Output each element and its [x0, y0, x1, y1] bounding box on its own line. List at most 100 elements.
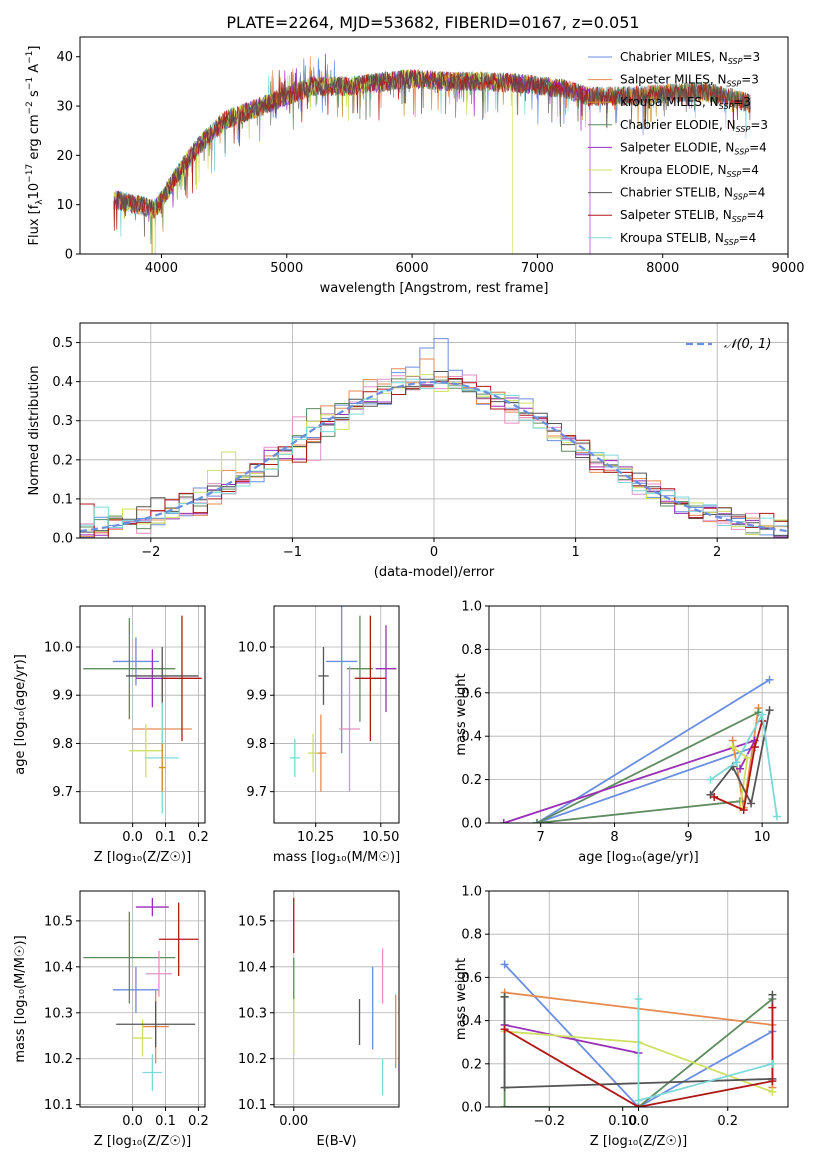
error-point [135, 897, 169, 917]
series-marker [768, 1087, 777, 1096]
y-tick-label: 9.7 [246, 785, 267, 800]
y-tick-label: 10.2 [44, 1052, 73, 1067]
x-tick-label: 10.25 [297, 830, 334, 845]
y-tick-label: 10.5 [238, 914, 267, 929]
y-tick-label: 9.9 [246, 689, 267, 704]
error-point [318, 646, 329, 705]
plot-area [80, 891, 205, 1107]
axes-frame [273, 890, 400, 1108]
x-tick-label: 4000 [145, 261, 178, 276]
y-axis-label: age [log₁₀(age/yr)] [13, 654, 28, 775]
x-tick-label: 0.0 [122, 830, 143, 845]
error-point [354, 615, 386, 742]
error-point [339, 666, 360, 792]
error-point [307, 733, 319, 773]
x-tick-label: 8000 [646, 261, 679, 276]
x-tick-label: 0.10 [608, 1114, 637, 1129]
plot-area [80, 323, 788, 538]
axes-frame [488, 605, 789, 824]
series-marker [768, 990, 777, 999]
chart-spectrum: 4000 5000 6000 7000 8000 9000 0 10 20 30 40 wavelen… [25, 36, 805, 296]
legend-entry: Salpeter ELODIE, NSSP=4 [620, 140, 767, 156]
y-tick-label: 20 [56, 149, 73, 164]
legend-entry: Kroupa STELIB, NSSP=4 [620, 231, 756, 247]
error-point [162, 615, 202, 742]
series-marker [706, 775, 715, 784]
chart-mass_vs_Z: 0.0 0.1 0.2 10.1 10.2 10.3 10.4 10.5 Z [log₁₀(Z/… [13, 890, 209, 1149]
legend-entry: Kroupa ELODIE, NSSP=4 [620, 163, 759, 179]
plot-area [274, 606, 399, 823]
x-axis-label: mass [log₁₀(M/M☉)] [273, 850, 400, 865]
y-tick-label: 9.7 [52, 785, 73, 800]
x-tick-label: 9 [684, 830, 692, 845]
x-axis-label: Z [log₁₀(Z/Z☉)] [590, 1134, 687, 1149]
series-marker [500, 1025, 509, 1034]
y-tick-label: 0.8 [461, 643, 482, 658]
plot-area [489, 606, 788, 823]
x-tick-label: 0.0 [628, 1114, 649, 1129]
error-point [158, 902, 199, 977]
y-axis-label: Flux [fλ10−17 erg cm−2 s−1 A−1] [25, 46, 45, 246]
legend-entry: Chabrier STELIB, NSSP=4 [620, 186, 765, 202]
error-point [116, 1001, 196, 1048]
legend-entry: Salpeter MILES, NSSP=3 [620, 73, 759, 89]
figure-title: PLATE=2264, MJD=53682, FIBERID=0167, z=0… [226, 13, 639, 32]
plot-area [489, 891, 788, 1107]
chart-mass_weight_vs_Z: −0.2 0.0 0.2 0.0 0.2 0.4 0.6 0.8 1.0 Z [log₁₀(Z/Z… [454, 885, 789, 1149]
series-marker [768, 1003, 777, 1012]
series-line [713, 720, 764, 812]
y-tick-label: 0.5 [52, 336, 73, 351]
error-point [346, 615, 373, 722]
x-tick-label: 0.1 [155, 830, 176, 845]
y-axis-label: mass [log₁₀(M/M☉)] [13, 935, 28, 1062]
histogram-7 [80, 378, 788, 538]
y-tick-label: 0.6 [461, 686, 482, 701]
series-line [503, 738, 757, 823]
series-chabrier-stelib [113, 69, 751, 237]
x-tick-label: −0.2 [533, 1114, 565, 1129]
x-tick-label: 0.2 [717, 1114, 738, 1129]
legend: Chabrier MILES, NSSP=3 Salpeter MILES, NS… [588, 50, 768, 247]
y-tick-label: 10.4 [44, 960, 73, 975]
y-tick-label: 10.0 [238, 640, 267, 655]
error-point [132, 1019, 153, 1057]
x-tick-label: 8 [610, 830, 618, 845]
y-axis-label: mass weight [454, 958, 469, 1040]
y-tick-label: 0.0 [52, 532, 73, 547]
series-marker [750, 743, 759, 752]
y-axis-label: Normed distribution [27, 366, 42, 496]
y-tick-label: 0 [65, 248, 73, 263]
series-marker [768, 1059, 777, 1068]
y-tick-label: 0.3 [52, 414, 73, 429]
error-point [129, 724, 163, 778]
legend-entry: Salpeter STELIB, NSSP=4 [620, 208, 764, 224]
y-tick-label: 1.0 [461, 600, 482, 615]
y-tick-label: 9.9 [52, 689, 73, 704]
series-line [503, 963, 773, 1107]
error-point [145, 950, 173, 997]
x-axis-label: Z [log₁₀(Z/Z☉)] [94, 1134, 191, 1149]
x-tick-label: 0.1 [155, 1114, 176, 1129]
x-tick-label: 5000 [270, 261, 303, 276]
plot-area [80, 606, 205, 823]
chart-mass_weight_vs_age: 7 8 9 10 0.0 0.2 0.4 0.6 0.8 1.0 age [log₁₀(age/yr… [454, 600, 789, 865]
error-point [83, 911, 176, 1004]
error-point [142, 1054, 163, 1091]
series-marker [500, 1083, 509, 1092]
y-tick-label: 10.1 [238, 1098, 267, 1113]
x-tick-label: 0 [430, 545, 438, 560]
x-tick-label: 10.50 [362, 830, 399, 845]
x-axis-label: (data-model)/error [374, 565, 495, 580]
x-tick-label: 0.2 [188, 1114, 209, 1129]
y-tick-label: 0.2 [461, 1057, 482, 1072]
y-tick-label: 0.0 [461, 1101, 482, 1116]
x-tick-label: −2 [141, 545, 160, 560]
y-tick-label: 1.0 [461, 885, 482, 900]
y-tick-label: 9.8 [246, 737, 267, 752]
chart-age_vs_mass: 10.25 10.50 9.7 9.8 9.9 10.0 mass [log₁₀(M/M☉)… [238, 605, 400, 865]
error-point [112, 637, 159, 686]
error-point [126, 646, 199, 705]
x-tick-label: 1 [571, 545, 579, 560]
series-marker [710, 792, 719, 801]
histogram-8 [80, 378, 788, 528]
